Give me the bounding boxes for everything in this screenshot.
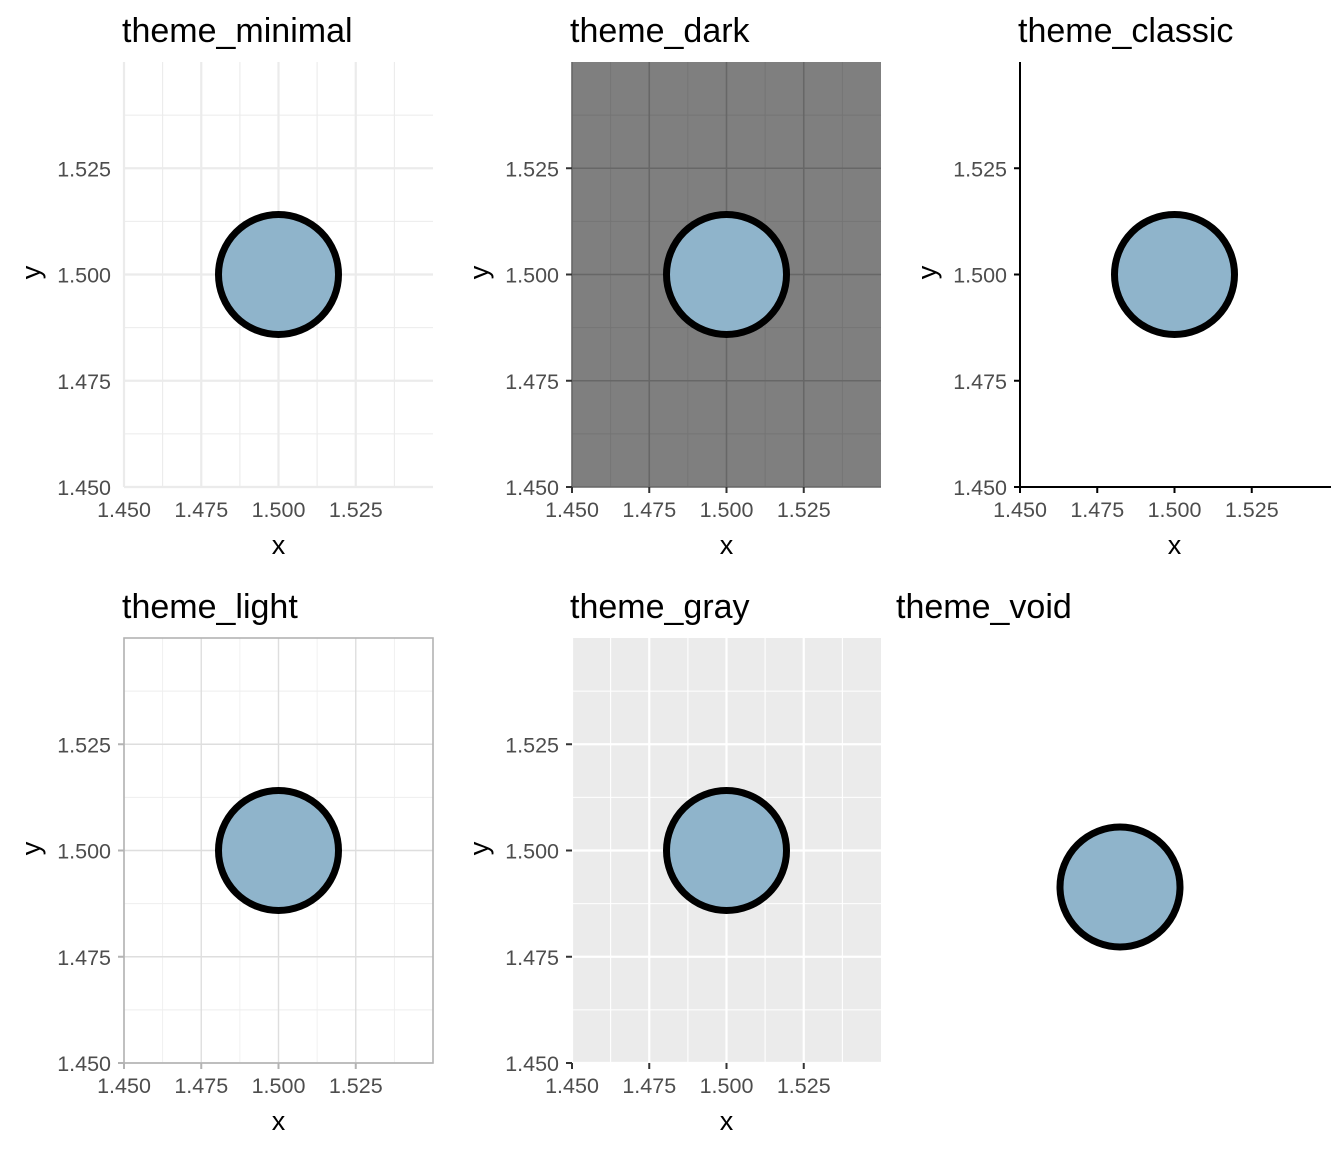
chart-svg-dark: theme_dark 1.450 1.475 1.500 1.525 1.450 1.475… <box>464 12 881 560</box>
data-point <box>1111 211 1238 338</box>
x-axis-label: x <box>1168 530 1182 560</box>
panel-title: theme_minimal <box>122 12 353 50</box>
chart-svg-classic: theme_classic 1.450 1.475 1.500 1.525 1.450 1.… <box>912 12 1331 560</box>
y-tick-label: 1.475 <box>505 946 559 970</box>
y-tick-label: 1.450 <box>505 476 559 500</box>
x-tick-label: 1.525 <box>1225 498 1279 522</box>
panel-light: theme_light 1.450 1.475 1.500 1.525 1.450 1.47… <box>0 576 448 1152</box>
panel-void: theme_void <box>896 576 1344 1152</box>
x-tick-label: 1.525 <box>329 498 383 522</box>
panel-title: theme_gray <box>570 588 750 626</box>
y-axis-label: y <box>16 265 46 279</box>
y-axis-label: y <box>464 841 494 855</box>
x-tick-label: 1.475 <box>622 1074 676 1098</box>
x-tick-label: 1.450 <box>993 498 1047 522</box>
x-axis-label: x <box>720 1106 734 1136</box>
y-tick-label: 1.525 <box>57 157 111 181</box>
y-tick-label: 1.450 <box>505 1052 559 1076</box>
x-tick-label: 1.525 <box>777 1074 831 1098</box>
x-tick-label: 1.525 <box>777 498 831 522</box>
data-point <box>663 211 790 338</box>
y-axis-label: y <box>464 265 494 279</box>
x-tick-label: 1.450 <box>97 1074 151 1098</box>
x-tick-label: 1.525 <box>329 1074 383 1098</box>
panel-title: theme_classic <box>1018 12 1233 50</box>
chart-svg-void: theme_void <box>896 588 1184 951</box>
chart-svg-gray: theme_gray 1.450 1.475 1.500 1.525 1.450 1.475… <box>464 588 881 1136</box>
data-point <box>663 787 790 914</box>
data-point <box>215 211 342 338</box>
y-tick-label: 1.450 <box>57 1052 111 1076</box>
y-tick-label: 1.500 <box>57 840 111 864</box>
y-tick-label: 1.525 <box>57 733 111 757</box>
x-axis-label: x <box>272 530 286 560</box>
data-point <box>215 787 342 914</box>
chart-svg-minimal: theme_minimal 1.450 1.475 1.500 1.525 1.450 1.… <box>16 12 433 560</box>
data-point <box>1056 823 1184 951</box>
y-tick-label: 1.450 <box>953 476 1007 500</box>
x-tick-label: 1.475 <box>174 498 228 522</box>
x-axis-label: x <box>272 1106 286 1136</box>
x-tick-label: 1.475 <box>1070 498 1124 522</box>
panel-dark: theme_dark 1.450 1.475 1.500 1.525 1.450 1.475… <box>448 0 896 576</box>
x-axis-label: x <box>720 530 734 560</box>
panel-minimal: theme_minimal 1.450 1.475 1.500 1.525 1.450 1.… <box>0 0 448 576</box>
panel-title: theme_void <box>896 588 1072 626</box>
y-tick-label: 1.500 <box>505 840 559 864</box>
y-tick-label: 1.475 <box>57 946 111 970</box>
y-tick-label: 1.475 <box>505 370 559 394</box>
x-tick-label: 1.500 <box>700 1074 754 1098</box>
y-tick-label: 1.500 <box>953 264 1007 288</box>
x-tick-label: 1.500 <box>252 498 306 522</box>
y-tick-label: 1.500 <box>505 264 559 288</box>
y-tick-label: 1.500 <box>57 264 111 288</box>
y-tick-label: 1.525 <box>505 733 559 757</box>
x-tick-label: 1.500 <box>1148 498 1202 522</box>
x-tick-label: 1.500 <box>700 498 754 522</box>
y-tick-label: 1.475 <box>57 370 111 394</box>
panel-classic: theme_classic 1.450 1.475 1.500 1.525 1.450 1.… <box>896 0 1344 576</box>
x-tick-label: 1.450 <box>545 1074 599 1098</box>
panel-gray: theme_gray 1.450 1.475 1.500 1.525 1.450 1.475… <box>448 576 896 1152</box>
y-tick-label: 1.525 <box>953 157 1007 181</box>
x-tick-label: 1.450 <box>97 498 151 522</box>
x-tick-label: 1.500 <box>252 1074 306 1098</box>
y-axis-label: y <box>912 265 942 279</box>
x-tick-label: 1.475 <box>174 1074 228 1098</box>
panel-title: theme_dark <box>570 12 751 50</box>
y-tick-label: 1.475 <box>953 370 1007 394</box>
x-tick-label: 1.475 <box>622 498 676 522</box>
y-tick-label: 1.525 <box>505 157 559 181</box>
panel-title: theme_light <box>122 588 298 626</box>
chart-svg-light: theme_light 1.450 1.475 1.500 1.525 1.450 1.47… <box>16 588 434 1136</box>
x-tick-label: 1.450 <box>545 498 599 522</box>
y-axis-label: y <box>16 841 46 855</box>
y-tick-label: 1.450 <box>57 476 111 500</box>
